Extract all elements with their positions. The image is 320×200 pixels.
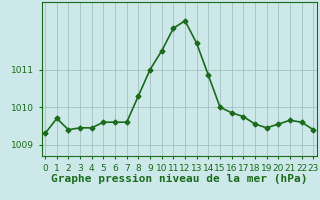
X-axis label: Graphe pression niveau de la mer (hPa): Graphe pression niveau de la mer (hPa) (51, 174, 308, 184)
